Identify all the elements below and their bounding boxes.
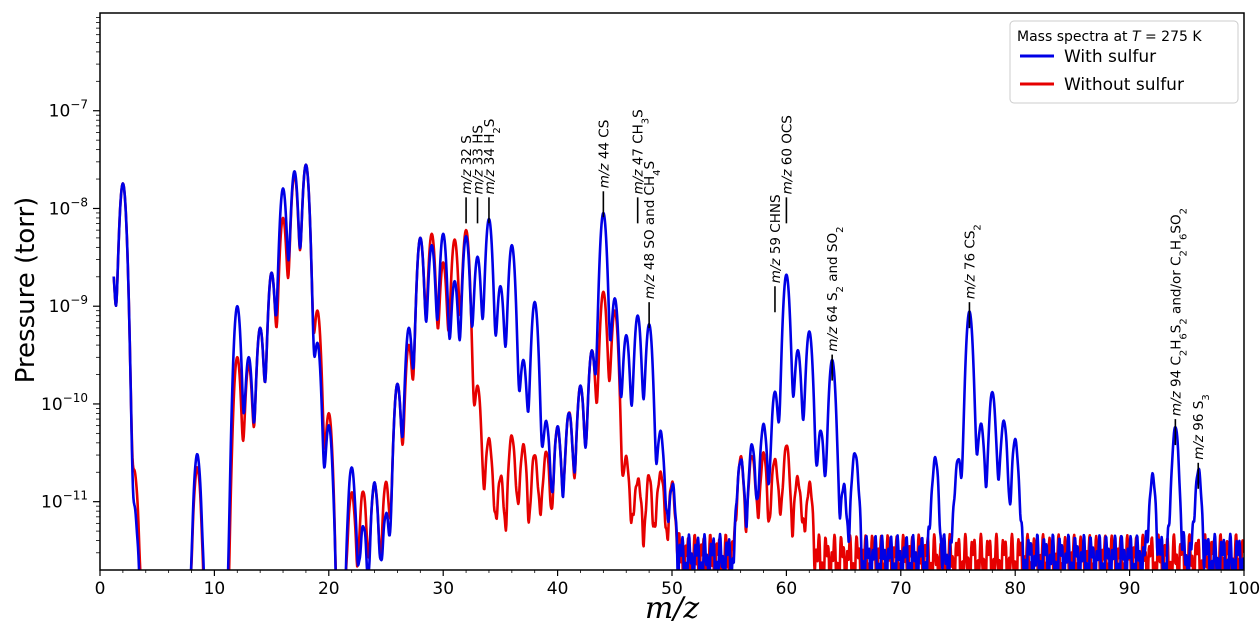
series-layer <box>112 163 1244 570</box>
annotation-label: m/z 60 OCS <box>779 115 795 194</box>
annotation-label: m/z 64 S2 and SO2 <box>825 226 846 351</box>
x-axis: 0 10 20 30 40 50 60 70 80 90 100 <box>95 570 1260 599</box>
x-tick-label-6: 60 <box>776 579 798 599</box>
x-tick-label-8: 80 <box>1004 579 1026 599</box>
annotation-label: m/z 48 SO and CH4S <box>642 161 663 299</box>
peak-annotation-4: m/z 47 CH3S <box>631 109 652 224</box>
annotation-label: m/z 34 H2S <box>482 119 503 195</box>
peak-annotation-8: m/z 64 S2 and SO2 <box>825 226 846 381</box>
annotation-label: m/z 33 HS <box>471 125 487 194</box>
x-tick-label-4: 40 <box>547 579 569 599</box>
annotation-label: m/z 47 CH3S <box>631 109 652 194</box>
peak-annotation-5: m/z 48 SO and CH4S <box>642 161 663 329</box>
annotation-label: m/z 94 C2H6S2 and/or C2H6SO2 <box>1168 208 1189 416</box>
y-tick-label-3: 10−8 <box>49 195 88 219</box>
peak-annotation-3: m/z 44 CS <box>596 120 612 218</box>
y-tick-label-2: 10−9 <box>49 293 88 317</box>
peak-annotation-7: m/z 60 OCS <box>779 115 795 224</box>
y-axis: 10−11 10−10 10−9 10−8 10−7 <box>41 17 100 554</box>
x-tick-label-3: 30 <box>432 579 454 599</box>
annotation-label: m/z 59 CHNS <box>768 194 784 283</box>
x-tick-label-7: 70 <box>890 579 912 599</box>
x-axis-label: m/z <box>645 591 700 625</box>
legend-entry-with-sulfur: With sulfur <box>1064 47 1156 67</box>
y-axis-label: Pressure (torr) <box>11 197 41 384</box>
annotation-label: m/z 44 CS <box>596 120 612 189</box>
annotation-layer: m/z 32 Sm/z 33 HSm/z 34 H2S m/z 44 CS m/z … <box>459 109 1212 489</box>
x-tick-label-9: 90 <box>1119 579 1141 599</box>
peak-annotation-10: m/z 94 C2H6S2 and/or C2H6SO2 <box>1168 208 1189 446</box>
x-tick-label-1: 10 <box>204 579 226 599</box>
legend: Mass spectra at T = 275 K With sulfur Wi… <box>1009 20 1239 104</box>
series-with-sulfur <box>112 163 1244 570</box>
peak-annotation-6: m/z 59 CHNS <box>768 194 784 313</box>
x-tick-label-10: 100 <box>1228 579 1260 599</box>
x-tick-label-0: 0 <box>95 579 106 599</box>
peak-annotation-1: m/z 33 HS <box>471 125 487 224</box>
legend-box <box>1009 20 1239 104</box>
peak-annotation-9: m/z 76 CS2 <box>962 224 983 329</box>
annotation-label: m/z 96 S3 <box>1191 394 1212 460</box>
series-without-sulfur <box>112 163 1244 570</box>
peak-annotation-11: m/z 96 S3 <box>1191 394 1212 489</box>
x-tick-label-5: 50 <box>661 579 683 599</box>
y-tick-label-1: 10−10 <box>41 391 88 415</box>
annotation-label: m/z 76 CS2 <box>962 224 983 299</box>
y-tick-label-4: 10−7 <box>49 98 88 122</box>
peak-annotation-0: m/z 32 S <box>459 135 475 224</box>
y-tick-label-0: 10−11 <box>41 489 88 513</box>
peak-annotation-2: m/z 34 H2S <box>482 119 503 224</box>
legend-title: Mass spectra at T = 275 K <box>1017 29 1202 45</box>
x-tick-label-2: 20 <box>318 579 340 599</box>
legend-entry-without-sulfur: Without sulfur <box>1064 75 1184 95</box>
annotation-label: m/z 32 S <box>459 135 475 194</box>
